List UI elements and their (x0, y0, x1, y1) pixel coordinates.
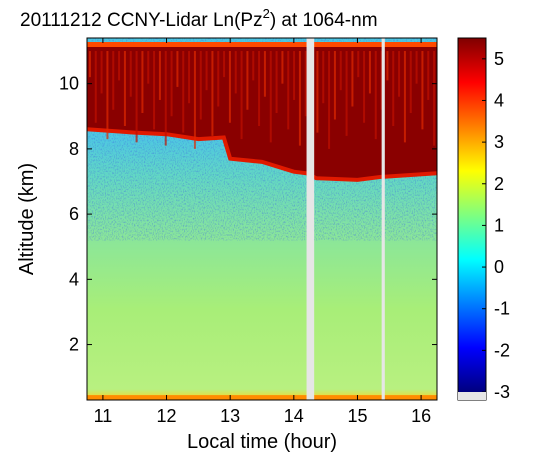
x-axis-label: Local time (hour) (187, 431, 337, 453)
title-suffix: ) at 1064-nm (270, 10, 378, 31)
plot-frame (86, 37, 438, 401)
cloud-body (87, 44, 437, 180)
colorbar-tick-label: 0 (494, 257, 504, 277)
colorbar-tick-label: -2 (494, 340, 510, 360)
cloud-base-edge (87, 127, 437, 182)
x-axis-ticks: 11 12 13 14 15 16 (94, 38, 431, 426)
data-gap (306, 38, 315, 400)
colorbar-tick-label: -1 (494, 299, 510, 319)
colorbar-tick-label: -3 (494, 382, 510, 402)
x-tick-label: 16 (411, 406, 431, 426)
colorbar-ticks: 5 4 3 2 1 0 -1 -2 -3 (482, 49, 510, 402)
colorbar-gap-swatch (458, 392, 486, 400)
x-tick-label: 12 (157, 406, 177, 426)
y-axis-label: Altitude (km) (16, 163, 38, 275)
y-tick-label: 6 (69, 204, 79, 224)
data-gap (381, 38, 385, 400)
y-tick-label: 8 (69, 139, 79, 159)
title-prefix: 20111212 CCNY-Lidar Ln(Pz (20, 10, 263, 31)
chart-title: 20111212 CCNY-Lidar Ln(Pz2) at 1064-nm (20, 6, 378, 31)
x-tick-label: 11 (94, 406, 113, 426)
data-gaps (306, 38, 385, 400)
y-tick-label: 2 (69, 335, 79, 355)
colorbar-tick-label: 4 (494, 90, 504, 110)
title-superscript: 2 (263, 6, 270, 21)
y-tick-label: 10 (59, 74, 79, 94)
colorbar-tick-label: 5 (494, 49, 504, 69)
colorbar-tick-label: 3 (494, 132, 504, 152)
surface-layer (87, 395, 437, 400)
plot-area (87, 38, 437, 400)
x-tick-label: 13 (220, 406, 240, 426)
y-axis-ticks: 2 4 6 8 10 (59, 74, 437, 355)
colorbar (458, 38, 486, 392)
x-tick-label: 15 (347, 406, 367, 426)
cloud-layer (87, 42, 437, 182)
y-tick-label: 4 (69, 269, 79, 289)
colorbar-tick-label: 1 (494, 215, 504, 235)
colorbar-tick-label: 2 (494, 174, 504, 194)
x-tick-label: 14 (284, 406, 304, 426)
